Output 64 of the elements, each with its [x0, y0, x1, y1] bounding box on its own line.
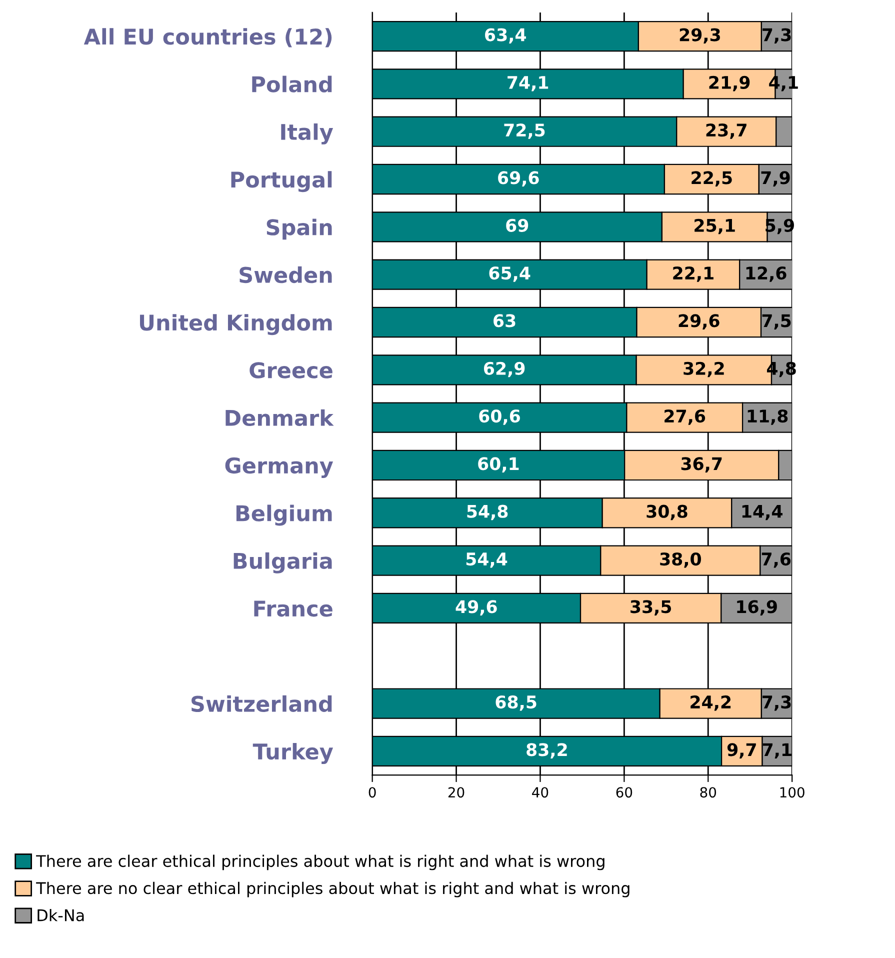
y-tick-label: Sweden — [240, 266, 332, 284]
data-label: 7,5 — [762, 314, 791, 330]
data-label: 23,7 — [706, 124, 746, 139]
x-tick-label: 40 — [532, 787, 548, 798]
y-tick-label: Germany — [225, 457, 334, 478]
y-tick-label: Greece — [250, 362, 332, 378]
data-label: 12,6 — [746, 266, 786, 282]
y-tick-label: Italy — [281, 123, 334, 144]
data-label: 7,3 — [762, 28, 791, 44]
data-label: 32,2 — [684, 362, 724, 378]
y-tick-label: Turkey — [252, 743, 334, 764]
data-label: 29,6 — [678, 314, 720, 330]
data-label: 54,8 — [467, 504, 508, 520]
y-tick-label: Spain — [266, 218, 332, 240]
x-tick-label: 0 — [368, 787, 376, 798]
data-label: 83,2 — [526, 743, 567, 758]
y-tick-label: United Kingdom — [140, 314, 332, 336]
data-label: 21,9 — [709, 76, 750, 92]
x-tick-label: 100 — [780, 787, 804, 798]
y-tick-label: Switzerland — [192, 695, 332, 712]
legend-label: There are clear ethical principles about what is right and what is wrong — [36, 854, 604, 870]
y-tick-label: Portugal — [231, 171, 332, 192]
y-tick-label: Denmark — [226, 409, 334, 426]
data-label: 11,8 — [748, 409, 788, 425]
data-label: 69 — [506, 218, 528, 232]
data-label: 60,6 — [479, 409, 520, 425]
data-label: 38,0 — [660, 552, 702, 568]
data-label: 24,2 — [690, 695, 731, 711]
data-label: 68,5 — [496, 695, 536, 711]
data-label: 16,9 — [737, 600, 777, 616]
y-tick-label: Poland — [252, 76, 332, 92]
data-label: 25,1 — [694, 218, 735, 234]
data-label: 29,3 — [680, 28, 720, 44]
y-tick-label: All EU countries (12) — [84, 28, 332, 48]
data-label: 27,6 — [664, 409, 706, 425]
data-label: 22,1 — [673, 266, 714, 282]
data-label: 69,6 — [498, 171, 539, 187]
x-tick-label: 20 — [448, 787, 464, 798]
x-tick-label: 60 — [616, 787, 632, 798]
data-label: 49,6 — [456, 600, 497, 616]
data-label: 7,1 — [762, 743, 792, 758]
legend-label: There are no clear ethical principles about what is right and what is wrong — [36, 882, 630, 898]
data-label: 62,9 — [484, 362, 525, 378]
data-label: 63,4 — [485, 28, 526, 44]
data-label: 60,1 — [478, 457, 519, 472]
data-label: 7,6 — [762, 552, 791, 568]
data-label: 9,7 — [727, 743, 756, 758]
data-label: 7,3 — [762, 695, 791, 711]
legend-label: Dk-Na — [38, 908, 84, 922]
x-tick-label: 80 — [700, 787, 716, 798]
data-label: 22,5 — [692, 171, 732, 187]
data-label: 14,4 — [742, 505, 782, 520]
data-label: 30,8 — [646, 504, 688, 520]
data-label: 65,4 — [489, 266, 530, 282]
data-label: 7,9 — [761, 171, 790, 187]
data-label: 33,5 — [630, 600, 672, 616]
y-tick-label: Bulgaria — [234, 552, 332, 574]
data-label: 54,4 — [466, 552, 508, 568]
y-tick-label: Belgium — [236, 504, 332, 526]
data-label: 36,7 — [681, 457, 722, 472]
data-label: 72,5 — [504, 124, 545, 139]
data-label: 63 — [494, 314, 516, 328]
y-tick-label: France — [254, 600, 332, 617]
data-label: 74,1 — [508, 76, 548, 92]
